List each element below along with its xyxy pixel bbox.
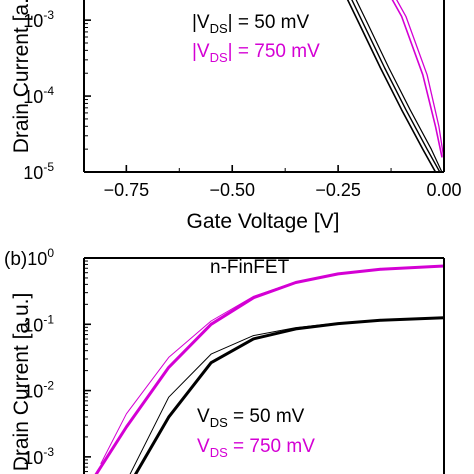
panel-b: 100 10-1 10-2 10-3 (b) n-FinFET Drain Curre… <box>4 246 445 474</box>
panel-a-x-tick-label: 0.00 <box>426 180 461 200</box>
panel-a-series-line-3 <box>391 0 443 158</box>
panel-a-x-tick-label: −0.25 <box>315 180 361 200</box>
panel-a-x-tick-label: −0.75 <box>104 180 150 200</box>
panel-b-annotation: n-FinFET <box>210 257 290 278</box>
panel-a-series-line-2 <box>355 0 443 172</box>
panel-a-y-tick-label: 10-5 <box>23 160 54 183</box>
panel-b-panel-label: (b) <box>4 249 27 270</box>
panel-b-y-tick-label: 10-2 <box>23 379 54 402</box>
panel-b-series-line-1 <box>94 264 444 474</box>
panel-b-legend-50mv: VDS = 50 mV <box>197 406 305 430</box>
panel-a-x-label: Gate Voltage [V] <box>187 210 340 233</box>
panel-a-y-tick-label: 10-4 <box>23 84 54 107</box>
panel-b-ticks: 100 10-1 10-2 10-3 <box>23 246 91 473</box>
panel-a-series-line-0 <box>346 0 437 172</box>
panel-b-series <box>94 264 444 474</box>
panel-a-legend-50mv: |VDS| = 50 mV <box>192 12 310 36</box>
panel-a-series-line-4 <box>396 0 444 158</box>
panel-a-y-tick-label: 10-3 <box>23 8 54 31</box>
panel-a-legend-750mv: |VDS| = 750 mV <box>192 41 320 65</box>
panel-a-x-tick-label: −0.50 <box>209 180 255 200</box>
panel-b-y-label: Drain Current [a.u.] <box>10 293 33 472</box>
panel-a-ticks: 10-3 10-4 10-5 −0.75 −0.50 −0.25 0.00 <box>23 8 461 200</box>
panel-b-series-line-0 <box>100 265 444 464</box>
panel-a-series <box>346 0 444 172</box>
panel-a-series-line-1 <box>351 0 441 172</box>
panel-a: 10-3 10-4 10-5 −0.75 −0.50 −0.25 0.00 Drain Cu… <box>10 0 462 233</box>
panel-b-y-tick-label: 100 <box>27 246 54 269</box>
panel-b-y-tick-label: 10-3 <box>23 445 54 468</box>
panel-b-legend-750mv: VDS = 750 mV <box>197 436 315 460</box>
panel-a-y-label: Drain Current [a.u.] <box>10 0 33 153</box>
panel-b-y-tick-label: 10-1 <box>23 312 54 335</box>
panel-b-series-line-3 <box>133 316 444 474</box>
